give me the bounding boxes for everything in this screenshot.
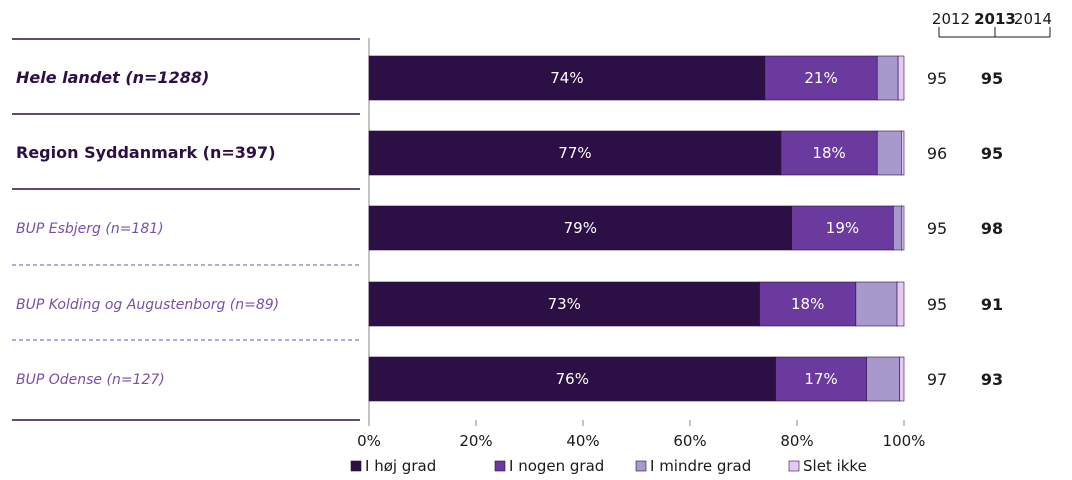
category-label: BUP Esbjerg (n=181) [16, 221, 164, 237]
legend-swatch [635, 460, 647, 472]
year-value: 95 [927, 69, 947, 88]
year-value: 93 [981, 370, 1003, 389]
x-tick-label: 40% [566, 432, 599, 450]
category-label: Hele landet (n=1288) [16, 68, 209, 87]
year-value: 96 [927, 144, 947, 163]
x-tick-label: 0% [357, 432, 381, 450]
bar-segment [876, 130, 902, 176]
data-label: 76% [556, 370, 589, 388]
category-label: BUP Odense (n=127) [16, 372, 165, 388]
year-value: 91 [981, 295, 1003, 314]
bar-segment [368, 205, 792, 251]
data-label: 18% [812, 144, 845, 162]
year-value: 95 [927, 295, 947, 314]
year-header: 2013 [974, 10, 1016, 28]
bar-segment [896, 281, 905, 327]
data-label: 21% [804, 69, 837, 87]
bar-segment [897, 55, 905, 101]
bar-segment [775, 356, 867, 402]
bar-segment [759, 281, 857, 327]
category-label: Region Syddanmark (n=397) [16, 143, 276, 162]
year-value: 98 [981, 219, 1003, 238]
bar-segment [901, 130, 905, 176]
bar-segment [866, 356, 901, 402]
x-tick-label: 100% [883, 432, 926, 450]
bar-segment [855, 281, 898, 327]
legend-swatch [350, 460, 362, 472]
x-tick-label: 80% [780, 432, 813, 450]
year-header: 2012 [932, 10, 970, 28]
bar-segment [892, 205, 903, 251]
data-label: 18% [791, 295, 824, 313]
year-value: 95 [981, 69, 1003, 88]
year-value: 95 [981, 144, 1003, 163]
year-value: 95 [927, 219, 947, 238]
legend-label: I høj grad [365, 457, 436, 475]
year-header: 2014 [1014, 10, 1052, 28]
bar-segment [899, 356, 905, 402]
legend-swatch [494, 460, 506, 472]
bar-segment [876, 55, 899, 101]
data-label: 19% [826, 219, 859, 237]
data-label: 79% [564, 219, 597, 237]
x-tick-label: 20% [459, 432, 492, 450]
legend-label: I mindre grad [650, 457, 751, 475]
x-tick-label: 60% [673, 432, 706, 450]
category-label: BUP Kolding og Augustenborg (n=89) [16, 297, 279, 313]
data-label: 17% [804, 370, 837, 388]
data-label: 73% [548, 295, 581, 313]
bar-segment [901, 205, 905, 251]
legend-label: Slet ikke [803, 457, 867, 475]
bar-segment [368, 55, 766, 101]
year-value: 97 [927, 370, 947, 389]
bar-segment [764, 55, 878, 101]
legend-swatch [788, 460, 800, 472]
data-label: 77% [558, 144, 591, 162]
legend-label: I nogen grad [509, 457, 604, 475]
bar-segment [368, 281, 760, 327]
bar-segment [791, 205, 894, 251]
data-label: 74% [550, 69, 583, 87]
